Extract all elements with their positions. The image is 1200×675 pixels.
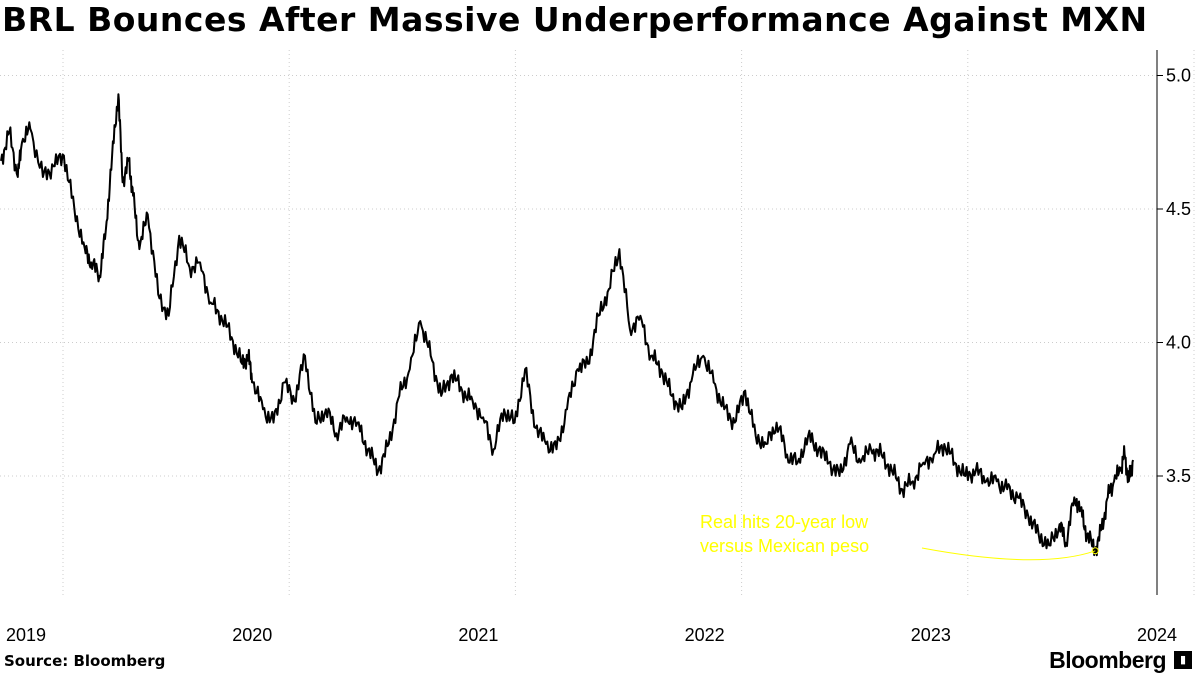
- axes: 3.5 4.0 4.5 5.0 2019 2020 2021 2022 2023 2024: [6, 50, 1191, 645]
- x-tick-label: 2021: [458, 625, 498, 645]
- source-note: Source: Bloomberg: [4, 652, 166, 670]
- x-tick-label: 2023: [911, 625, 951, 645]
- x-tick-label: 2020: [232, 625, 272, 645]
- x-tick-label: 2024: [1137, 625, 1177, 645]
- x-tick-label: 2022: [685, 625, 725, 645]
- annotation-connector: [921, 547, 1096, 561]
- x-tick-label: 2019: [6, 625, 46, 645]
- y-tick-label: 4.5: [1166, 199, 1191, 219]
- y-tick-label: 3.5: [1166, 466, 1191, 486]
- gridlines: [0, 50, 1195, 595]
- brand-logo: Bloomberg: [1049, 647, 1166, 673]
- series-layer: [0, 93, 1134, 557]
- annotation-text: versus Mexican peso: [700, 536, 869, 556]
- annotation-marker: [1091, 547, 1099, 555]
- annotation-text: Real hits 20-year low: [700, 512, 869, 532]
- y-tick-label: 5.0: [1166, 66, 1191, 86]
- series-line: [0, 93, 1134, 557]
- chart-title: BRL Bounces After Massive Underperforman…: [2, 0, 1148, 39]
- bloomberg-terminal-icon: ▮: [1174, 651, 1192, 669]
- y-tick-label: 4.0: [1166, 333, 1191, 353]
- annotation: Real hits 20-year low versus Mexican peso: [700, 512, 1099, 561]
